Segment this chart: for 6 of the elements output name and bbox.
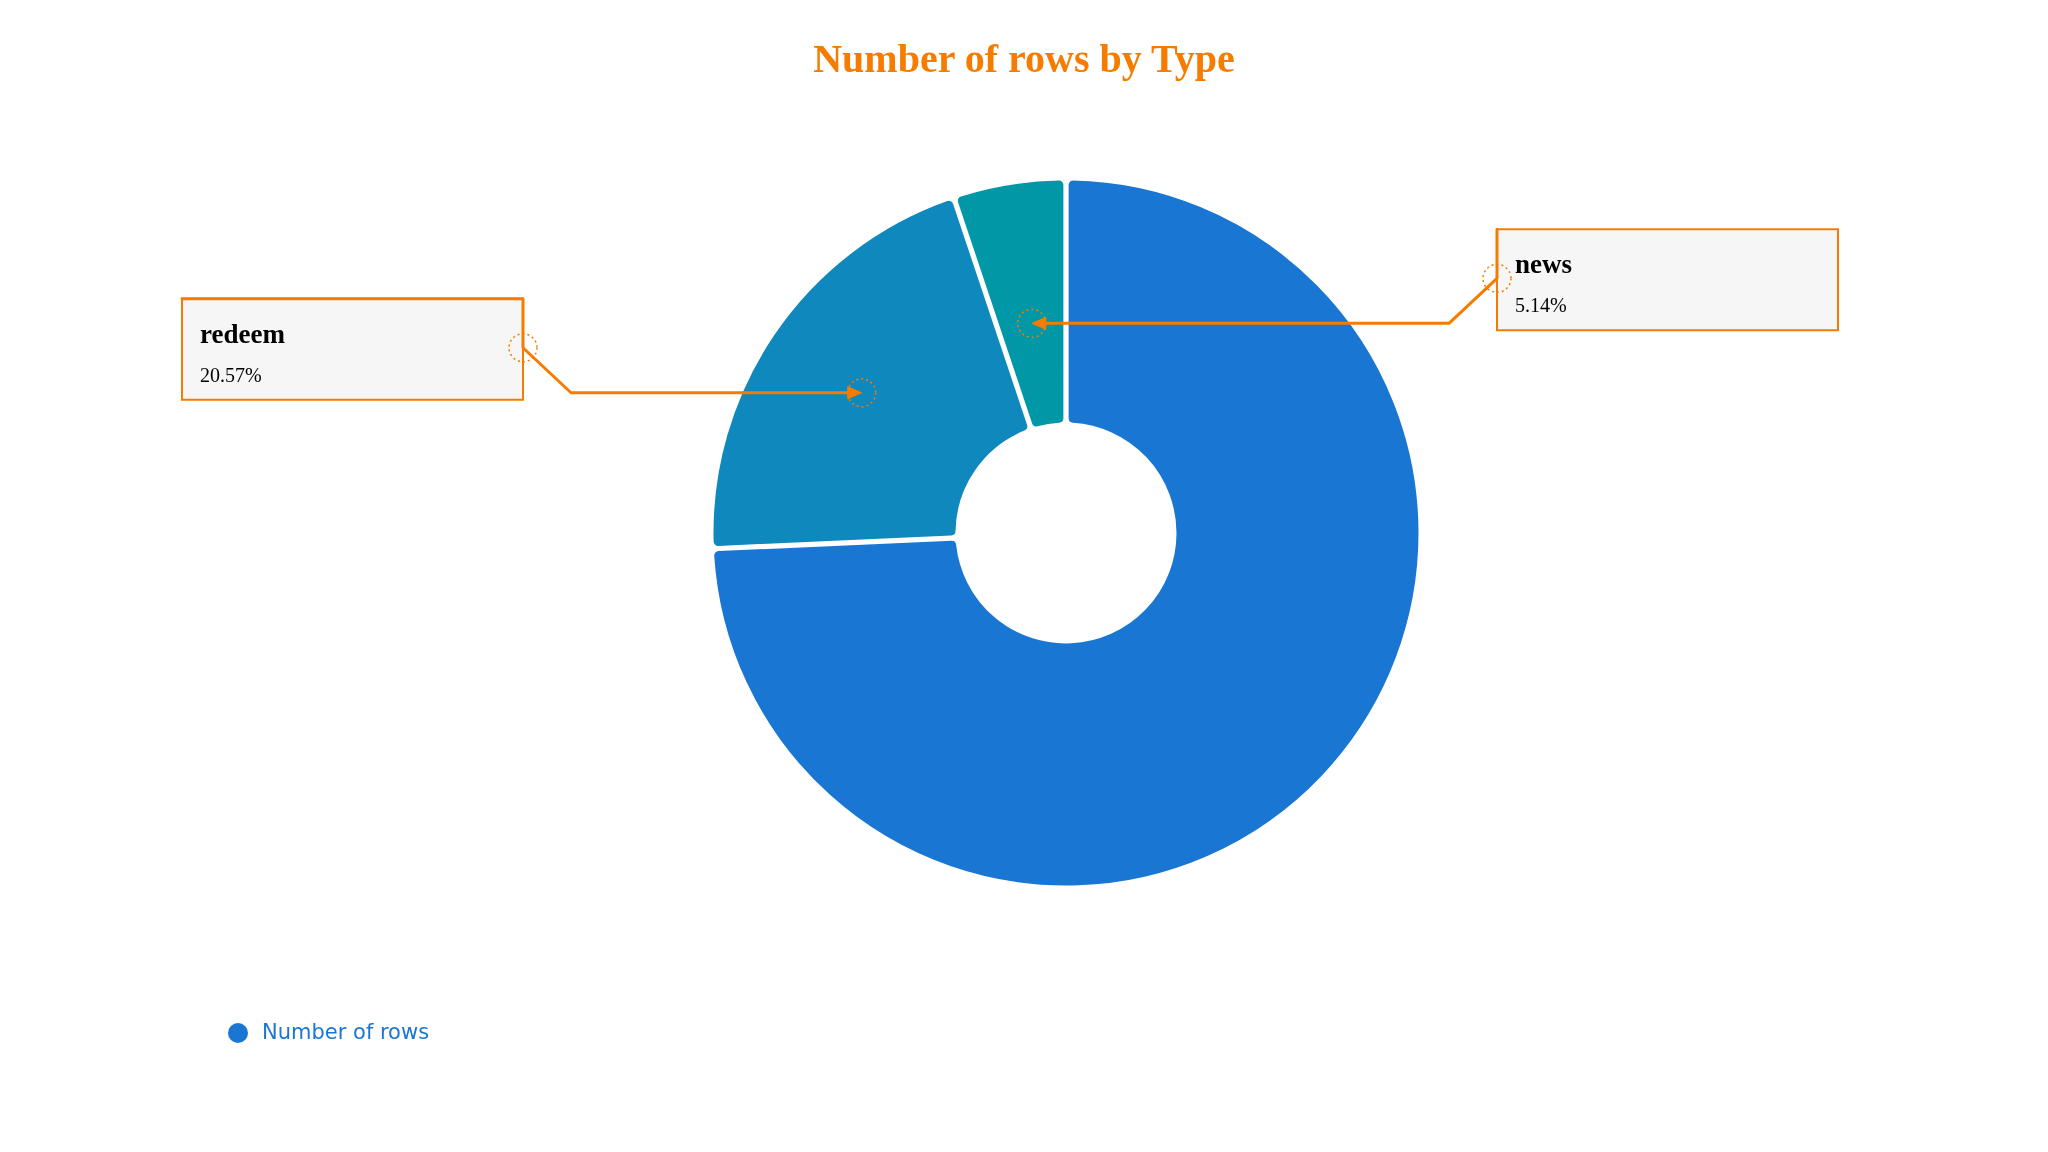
data-label: 5.14% bbox=[1515, 294, 1567, 317]
legend-label: Number of rows bbox=[262, 1020, 430, 1044]
chart-title: Number of rows by Type bbox=[813, 36, 1235, 81]
slice-label: news bbox=[1515, 249, 1573, 280]
data-label: 20.57% bbox=[200, 363, 262, 386]
slice-label: redeem bbox=[200, 318, 286, 349]
